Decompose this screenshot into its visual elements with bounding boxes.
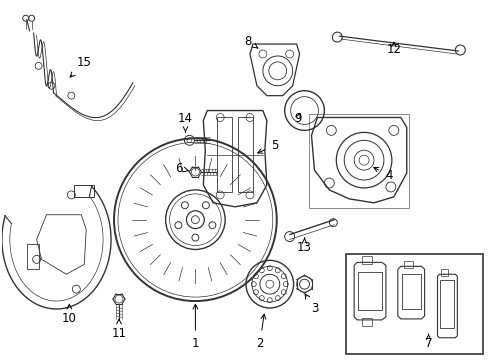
Bar [362,256,372,264]
Text: 5: 5 [258,139,278,153]
Bar [346,255,483,354]
Bar [238,117,253,192]
Text: 4: 4 [374,167,392,181]
Text: 15: 15 [70,57,92,77]
Bar [404,261,413,268]
Text: 6: 6 [175,162,189,175]
Text: 7: 7 [425,334,432,350]
Text: 13: 13 [297,238,312,254]
Text: 11: 11 [112,319,126,340]
Text: 14: 14 [178,112,193,132]
Bar [26,244,39,269]
Text: 8: 8 [245,35,258,48]
Bar [441,269,448,276]
Bar [441,280,454,328]
Text: 3: 3 [305,294,318,315]
Text: 10: 10 [62,304,77,325]
Text: 12: 12 [386,42,401,55]
Bar [310,113,409,208]
Bar [402,274,420,309]
Text: 2: 2 [256,314,266,350]
Text: 9: 9 [294,112,301,125]
Bar [74,185,94,197]
Text: 1: 1 [192,304,199,350]
Bar [358,272,382,310]
Bar [362,318,372,326]
Bar [217,117,232,192]
